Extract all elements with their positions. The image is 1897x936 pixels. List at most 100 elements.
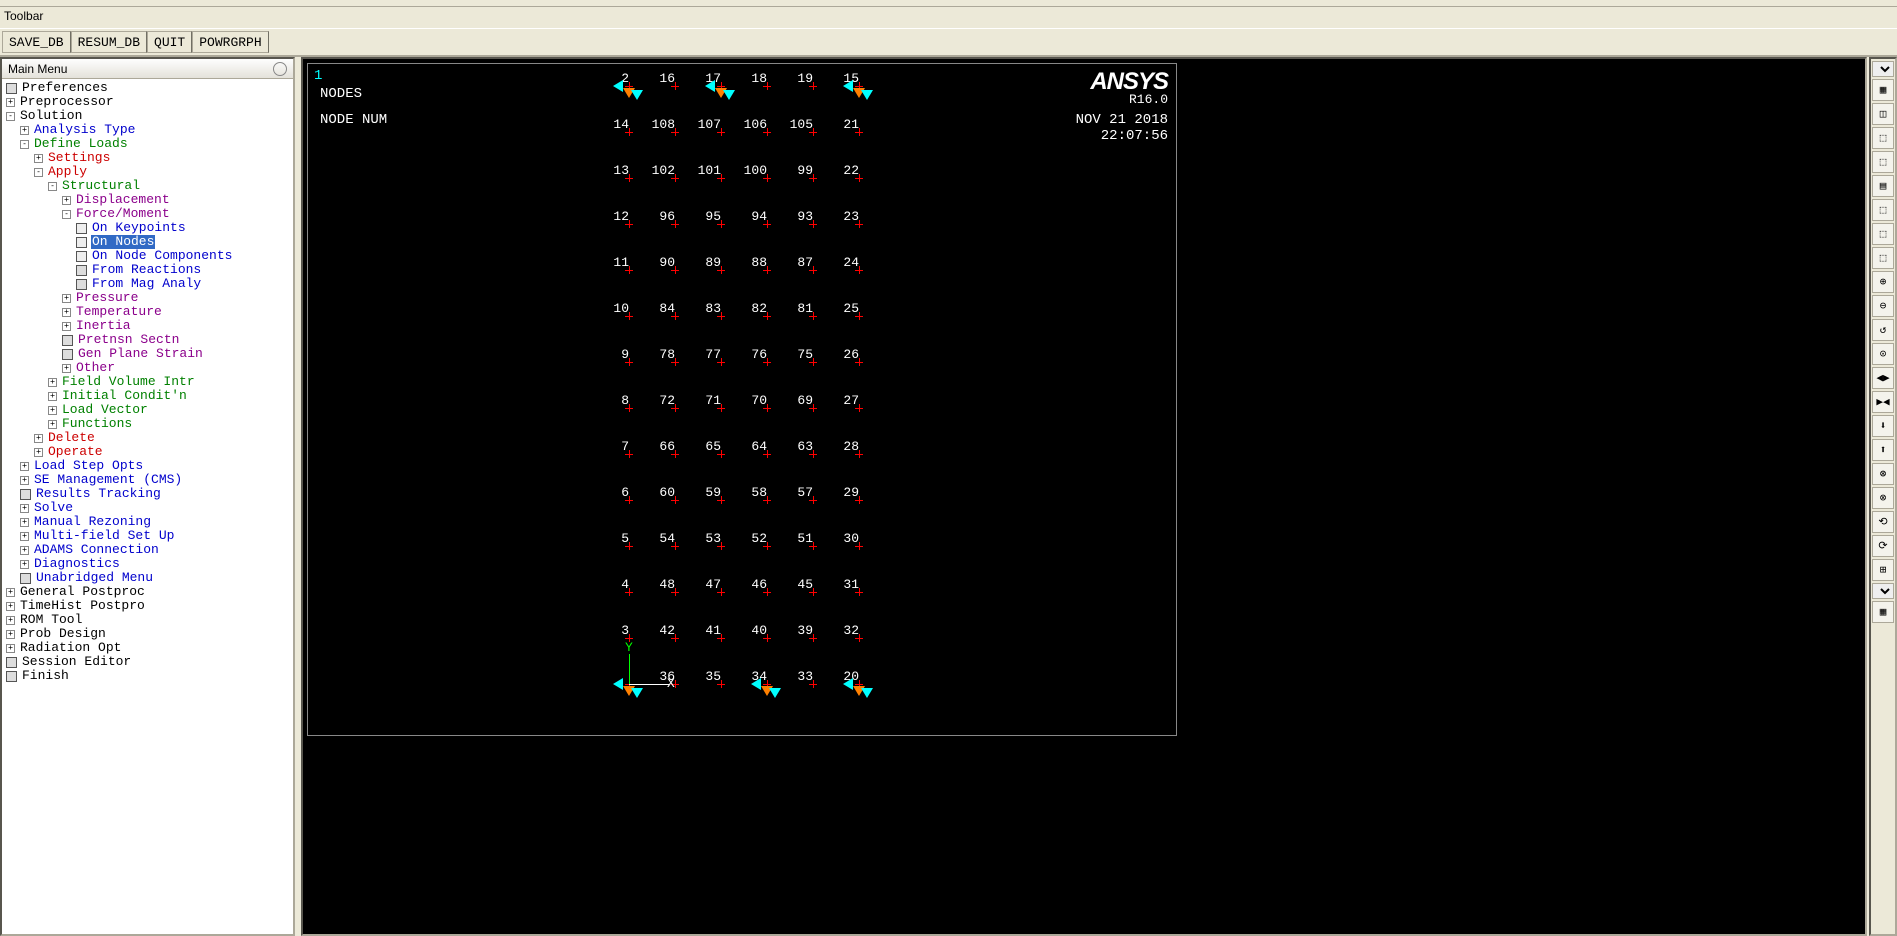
tree-expander-icon[interactable]: +	[62, 364, 71, 373]
view-tool-icon[interactable]: ⬇	[1872, 415, 1894, 437]
tree-item[interactable]: +Analysis Type	[2, 123, 293, 137]
view-tool-icon[interactable]: ◀▶	[1872, 367, 1894, 389]
main-menu-pin-icon[interactable]	[273, 62, 287, 76]
tree-item[interactable]: +ADAMS Connection	[2, 543, 293, 557]
tree-expander-icon[interactable]: +	[62, 196, 71, 205]
main-menu-tree[interactable]: Preferences+Preprocessor-Solution+Analys…	[2, 79, 293, 934]
tree-item[interactable]: +Delete	[2, 431, 293, 445]
tree-expander-icon[interactable]: +	[6, 98, 15, 107]
tree-item[interactable]: +Field Volume Intr	[2, 375, 293, 389]
view-tool-icon[interactable]: ⬚	[1872, 247, 1894, 269]
tree-expander-icon[interactable]: +	[34, 448, 43, 457]
tree-expander-icon[interactable]: -	[34, 168, 43, 177]
tree-expander-icon[interactable]: -	[6, 112, 15, 121]
view-tool-icon[interactable]: ↺	[1872, 319, 1894, 341]
tree-item[interactable]: +Displacement	[2, 193, 293, 207]
view-tool-icon[interactable]: ⬚	[1872, 223, 1894, 245]
graphics-window[interactable]: 1 ANSYS R16.0 NOV 21 2018 22:07:56 NODES…	[307, 63, 1177, 736]
save-db-button[interactable]: SAVE_DB	[2, 31, 71, 53]
tree-expander-icon[interactable]: +	[48, 392, 57, 401]
tree-item[interactable]: +Functions	[2, 417, 293, 431]
tree-item[interactable]: Results Tracking	[2, 487, 293, 501]
tree-expander-icon[interactable]: +	[20, 518, 29, 527]
view-tool-icon[interactable]: ⊞	[1872, 559, 1894, 581]
tree-item[interactable]: +Settings	[2, 151, 293, 165]
tree-expander-icon[interactable]: +	[20, 532, 29, 541]
tree-item[interactable]: On Keypoints	[2, 221, 293, 235]
view-tool-icon[interactable]: ⊙	[1872, 343, 1894, 365]
tree-item[interactable]: +Preprocessor	[2, 95, 293, 109]
quit-button[interactable]: QUIT	[147, 31, 192, 53]
view-tool-icon[interactable]: ⬚	[1872, 151, 1894, 173]
tree-item[interactable]: Finish	[2, 669, 293, 683]
tree-item[interactable]: +SE Management (CMS)	[2, 473, 293, 487]
tree-item[interactable]: Session Editor	[2, 655, 293, 669]
tree-item[interactable]: From Reactions	[2, 263, 293, 277]
tree-item[interactable]: +Manual Rezoning	[2, 515, 293, 529]
tree-expander-icon[interactable]: -	[20, 140, 29, 149]
view-tool-icon[interactable]: ▦	[1872, 601, 1894, 623]
tree-expander-icon[interactable]: +	[6, 644, 15, 653]
tree-item[interactable]: +Pressure	[2, 291, 293, 305]
tree-item[interactable]: On Nodes	[2, 235, 293, 249]
view-tool-icon[interactable]: ⊕	[1872, 271, 1894, 293]
view-tool-icon[interactable]: ⬚	[1872, 199, 1894, 221]
tree-item[interactable]: +Operate	[2, 445, 293, 459]
tree-item[interactable]: +ROM Tool	[2, 613, 293, 627]
tree-item[interactable]: +Load Step Opts	[2, 459, 293, 473]
tree-expander-icon[interactable]: +	[6, 616, 15, 625]
tree-expander-icon[interactable]: +	[34, 154, 43, 163]
tree-expander-icon[interactable]: +	[6, 602, 15, 611]
tree-item[interactable]: -Apply	[2, 165, 293, 179]
view-tool-icon[interactable]: ⬆	[1872, 439, 1894, 461]
tree-item[interactable]: -Define Loads	[2, 137, 293, 151]
tree-item[interactable]: +Initial Condit'n	[2, 389, 293, 403]
tree-expander-icon[interactable]: +	[62, 308, 71, 317]
tree-expander-icon[interactable]: +	[48, 420, 57, 429]
tree-expander-icon[interactable]: +	[20, 504, 29, 513]
tree-item[interactable]: Unabridged Menu	[2, 571, 293, 585]
tree-item[interactable]: -Solution	[2, 109, 293, 123]
tree-item[interactable]: -Structural	[2, 179, 293, 193]
tree-item[interactable]: +Load Vector	[2, 403, 293, 417]
tree-item[interactable]: -Force/Moment	[2, 207, 293, 221]
tree-item[interactable]: Pretnsn Sectn	[2, 333, 293, 347]
tree-expander-icon[interactable]: -	[62, 210, 71, 219]
tree-item[interactable]: On Node Components	[2, 249, 293, 263]
tree-expander-icon[interactable]: +	[62, 322, 71, 331]
tree-item[interactable]: +Prob Design	[2, 627, 293, 641]
tree-item[interactable]: +Solve	[2, 501, 293, 515]
view-tool-icon[interactable]: ⟳	[1872, 535, 1894, 557]
tree-expander-icon[interactable]: +	[20, 126, 29, 135]
tree-item[interactable]: +General Postproc	[2, 585, 293, 599]
window-selector-bottom[interactable]: 3	[1872, 583, 1894, 599]
view-tool-icon[interactable]: ⊛	[1872, 463, 1894, 485]
resum-db-button[interactable]: RESUM_DB	[71, 31, 147, 53]
tree-item[interactable]: Preferences	[2, 81, 293, 95]
tree-item[interactable]: +Other	[2, 361, 293, 375]
tree-item[interactable]: +Multi-field Set Up	[2, 529, 293, 543]
tree-item[interactable]: +Diagnostics	[2, 557, 293, 571]
tree-item[interactable]: +Radiation Opt	[2, 641, 293, 655]
tree-expander-icon[interactable]: +	[48, 378, 57, 387]
view-tool-icon[interactable]: ⊗	[1872, 487, 1894, 509]
view-tool-icon[interactable]: ▦	[1872, 79, 1894, 101]
tree-item[interactable]: +Temperature	[2, 305, 293, 319]
tree-expander-icon[interactable]: -	[48, 182, 57, 191]
powrgrph-button[interactable]: POWRGRPH	[192, 31, 268, 53]
tree-expander-icon[interactable]: +	[20, 546, 29, 555]
view-tool-icon[interactable]: ⊖	[1872, 295, 1894, 317]
tree-expander-icon[interactable]: +	[34, 434, 43, 443]
tree-expander-icon[interactable]: +	[62, 294, 71, 303]
view-tool-icon[interactable]: ◫	[1872, 103, 1894, 125]
tree-item[interactable]: +Inertia	[2, 319, 293, 333]
tree-item[interactable]: +TimeHist Postpro	[2, 599, 293, 613]
window-selector-top[interactable]: 1	[1872, 61, 1894, 77]
tree-expander-icon[interactable]: +	[6, 588, 15, 597]
splitter[interactable]	[295, 57, 299, 936]
view-tool-icon[interactable]: ▤	[1872, 175, 1894, 197]
tree-expander-icon[interactable]: +	[48, 406, 57, 415]
tree-expander-icon[interactable]: +	[20, 462, 29, 471]
view-tool-icon[interactable]: ▶◀	[1872, 391, 1894, 413]
view-tool-icon[interactable]: ⬚	[1872, 127, 1894, 149]
